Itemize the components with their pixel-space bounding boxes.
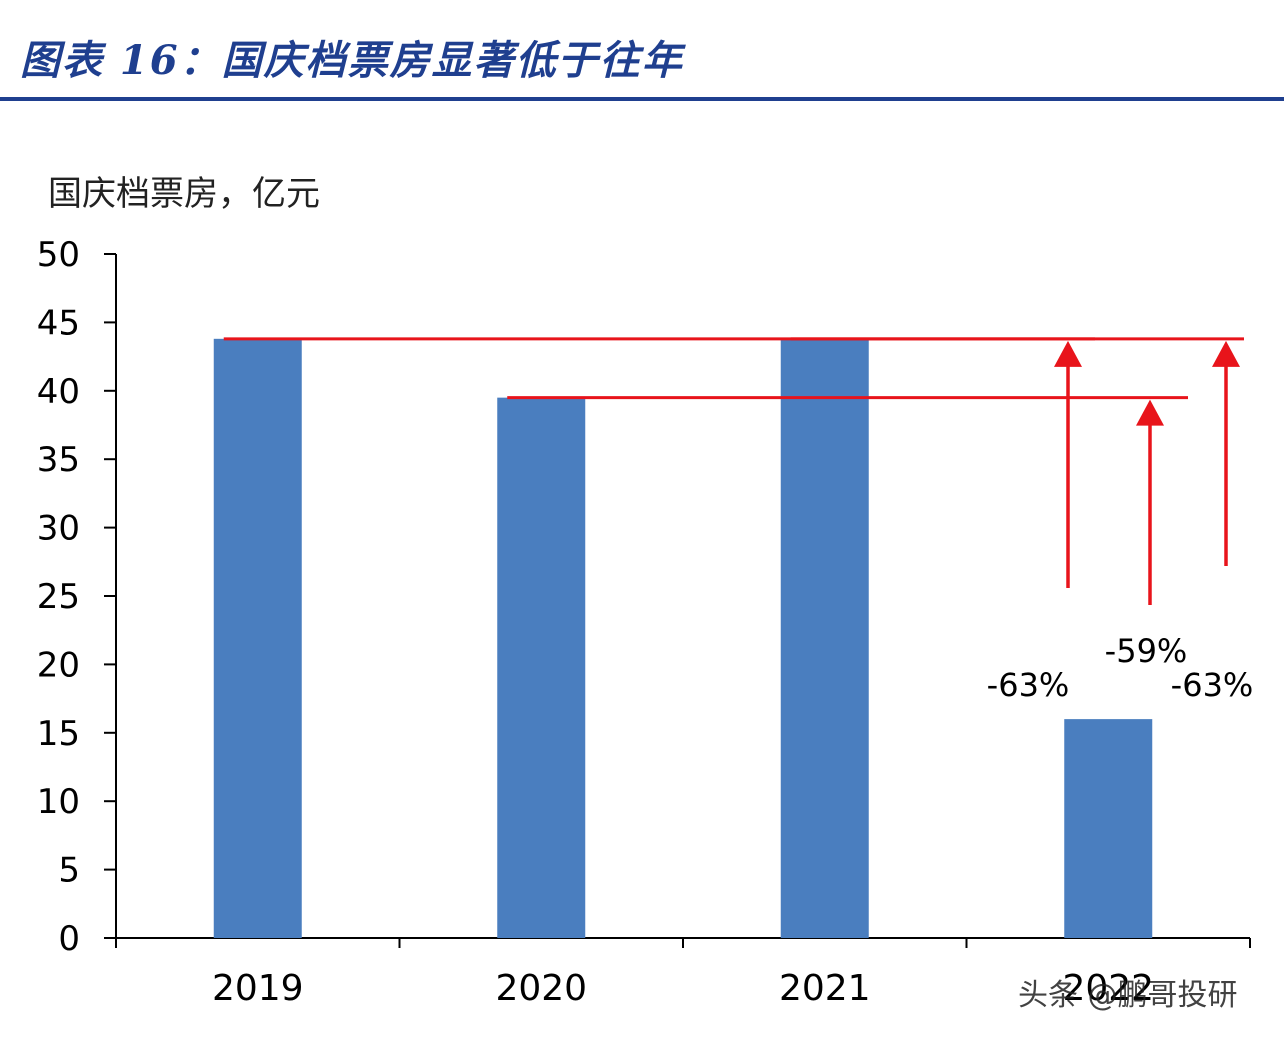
figure-title: 图表 16：国庆档票房显著低于往年 <box>20 37 684 84</box>
annotations: -63%-59%-63% <box>223 337 1254 704</box>
chart-container: 国庆档票房，亿元 0 5 10 15 20 25 30 35 40 45 50 2019 2020 20… <box>0 100 1284 1034</box>
arrow-head <box>1054 340 1082 367</box>
bar <box>1064 719 1153 938</box>
bar <box>497 397 586 938</box>
y-tick-label: 10 <box>37 782 80 822</box>
x-axis: 2019 2020 2021 2022 <box>115 937 1251 1009</box>
bars <box>213 338 1153 938</box>
y-tick-label: 30 <box>37 509 80 549</box>
y-tick-label: 5 <box>58 851 80 891</box>
y-tick-label: 25 <box>37 577 80 617</box>
y-tick-label: 50 <box>37 235 80 275</box>
y-tick-label: 20 <box>37 645 80 685</box>
x-tick-label: 2020 <box>495 968 587 1009</box>
x-tick-label: 2021 <box>779 968 871 1009</box>
y-tick-label: 35 <box>37 440 80 480</box>
bar <box>213 338 302 938</box>
arrow-head <box>1212 340 1240 367</box>
y-axis: 0 5 10 15 20 25 30 35 40 45 50 <box>37 235 117 959</box>
y-tick-label: 0 <box>58 919 80 959</box>
percent-label: -63% <box>1171 666 1254 704</box>
percent-label: -59% <box>1105 632 1188 670</box>
header-divider <box>0 97 1284 101</box>
figure-header: 图表 16：国庆档票房显著低于往年 <box>0 0 1284 101</box>
arrow-head <box>1136 399 1164 426</box>
y-tick-label: 40 <box>37 372 80 412</box>
watermark: 头条 @鹏哥投研 <box>1018 978 1238 1013</box>
percent-label: -63% <box>987 666 1070 704</box>
y-tick-label: 15 <box>37 714 80 754</box>
x-tick-label: 2022 <box>1062 968 1154 1009</box>
y-axis-label: 国庆档票房，亿元 <box>48 174 320 214</box>
x-tick-label: 2019 <box>212 968 304 1009</box>
bar <box>780 338 869 938</box>
y-tick-label: 45 <box>37 303 80 343</box>
